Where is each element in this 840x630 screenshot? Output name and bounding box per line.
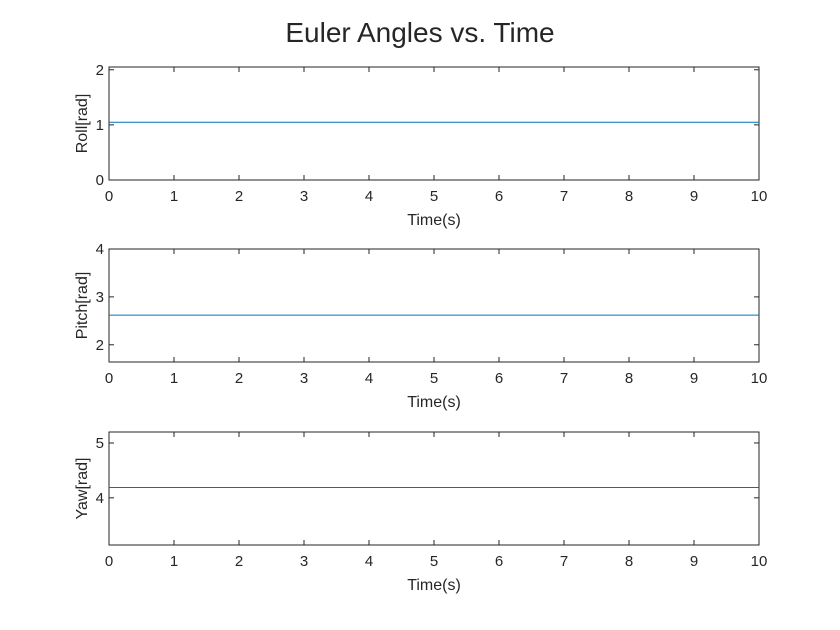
yaw-x-tick-label: 1 [170,553,178,570]
roll-y-tick-label: 1 [96,117,104,134]
pitch-x-tick-label: 9 [690,370,698,387]
yaw-x-tick-label: 8 [625,553,633,570]
roll-x-tick-label: 9 [690,188,698,205]
yaw-x-tick-label: 2 [235,553,243,570]
yaw-x-tick-label: 9 [690,553,698,570]
roll-x-tick-label: 7 [560,188,568,205]
roll-x-tick-label: 5 [430,188,438,205]
yaw-x-tick-label: 0 [105,553,113,570]
pitch-x-tick-label: 7 [560,370,568,387]
roll-x-tick-label: 4 [365,188,373,205]
figure-title: Euler Angles vs. Time [285,17,554,48]
roll-x-tick-label: 2 [235,188,243,205]
roll-x-tick-label: 6 [495,188,503,205]
pitch-x-tick-label: 8 [625,370,633,387]
pitch-y-axis-label: Pitch[rad] [74,272,91,340]
pitch-x-tick-label: 1 [170,370,178,387]
yaw-x-tick-label: 10 [751,553,768,570]
pitch-y-tick-label: 2 [96,337,104,354]
yaw-y-tick-label: 4 [96,490,104,507]
pitch-axes-box [108,248,760,363]
roll-y-axis-label: Roll[rad] [74,94,91,154]
roll-subplot: 0 1 2 3 4 5 6 7 8 9 10 0 1 2 Time(s) Roll[rad] [74,62,767,229]
roll-x-tick-label: 0 [105,188,113,205]
roll-x-axis-label: Time(s) [407,212,461,229]
pitch-x-tick-label: 2 [235,370,243,387]
roll-y-tick-label: 0 [96,172,104,189]
yaw-y-tick-label: 5 [96,435,104,452]
roll-x-tick-label: 3 [300,188,308,205]
pitch-x-axis-label: Time(s) [407,394,461,411]
pitch-x-tick-label: 6 [495,370,503,387]
pitch-x-tick-label: 0 [105,370,113,387]
roll-y-tick-label: 2 [96,62,104,79]
pitch-x-tick-label: 3 [300,370,308,387]
yaw-x-tick-label: 6 [495,553,503,570]
roll-x-tick-label: 8 [625,188,633,205]
roll-x-tick-label: 10 [751,188,768,205]
yaw-x-axis-label: Time(s) [407,577,461,594]
roll-axes-box [108,66,760,181]
pitch-x-tick-label: 5 [430,370,438,387]
pitch-x-tick-label: 4 [365,370,373,387]
yaw-subplot: 0 1 2 3 4 5 6 7 8 9 10 4 5 Time(s) Yaw[rad] [74,431,768,594]
pitch-subplot: 0 1 2 3 4 5 6 7 8 9 10 2 3 4 Time(s) Pitch[rad] [74,241,767,411]
yaw-x-tick-label: 3 [300,553,308,570]
yaw-x-tick-label: 7 [560,553,568,570]
roll-x-tick-label: 1 [170,188,178,205]
pitch-x-tick-label: 10 [751,370,768,387]
yaw-x-tick-label: 4 [365,553,373,570]
pitch-y-tick-label: 3 [96,289,104,306]
pitch-y-tick-label: 4 [96,241,104,258]
yaw-x-tick-label: 5 [430,553,438,570]
yaw-axes-box [108,431,760,546]
yaw-y-axis-label: Yaw[rad] [74,458,91,520]
